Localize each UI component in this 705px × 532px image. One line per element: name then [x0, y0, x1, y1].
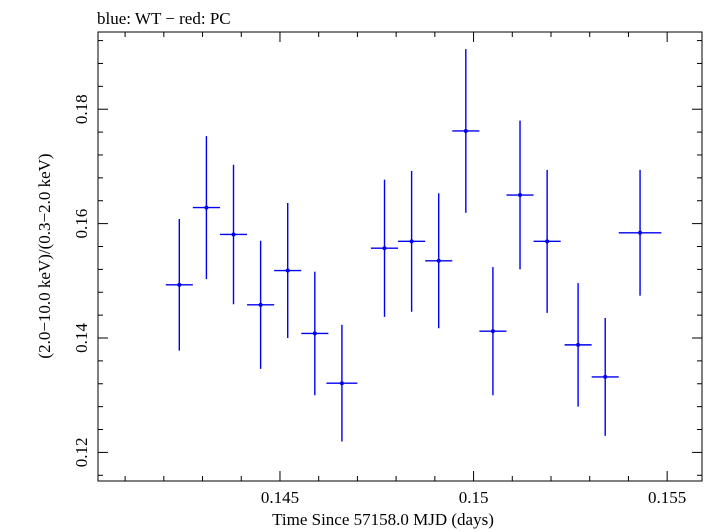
data-point: [564, 283, 592, 407]
x-tick-label: 0.155: [648, 488, 686, 507]
data-point: [192, 136, 220, 280]
point-marker: [490, 329, 495, 334]
y-tick-label: 0.16: [72, 209, 91, 239]
point-marker: [312, 331, 317, 336]
point-marker: [231, 232, 236, 237]
point-marker: [339, 381, 344, 386]
point-marker: [177, 282, 182, 287]
data-point: [506, 120, 534, 270]
chart-title: blue: WT − red: PC: [97, 9, 231, 28]
point-marker: [603, 374, 608, 379]
point-marker: [463, 128, 468, 133]
data-points: [165, 49, 662, 442]
x-axis-label: Time Since 57158.0 MJD (days): [272, 510, 494, 529]
data-point: [479, 267, 507, 396]
data-point: [591, 317, 619, 436]
data-point: [452, 49, 480, 213]
point-marker: [545, 239, 550, 244]
data-point: [398, 170, 426, 312]
y-tick-label: 0.18: [72, 94, 91, 124]
y-tick-label: 0.14: [72, 323, 91, 353]
point-marker: [258, 302, 263, 307]
point-marker: [204, 205, 209, 210]
point-marker: [285, 268, 290, 273]
point-marker: [518, 193, 523, 198]
x-tick-label: 0.15: [459, 488, 489, 507]
axis-ticks: [98, 32, 702, 481]
plot-frame: [97, 31, 703, 482]
data-point: [533, 169, 561, 313]
data-point: [326, 324, 358, 442]
point-marker: [436, 258, 441, 263]
y-tick-label: 0.12: [72, 438, 91, 468]
data-point: [618, 169, 662, 296]
data-point: [301, 271, 329, 396]
point-marker: [638, 230, 643, 235]
data-point: [274, 203, 302, 339]
data-point: [219, 164, 248, 305]
point-marker: [576, 342, 581, 347]
data-point: [425, 193, 453, 329]
data-point: [370, 179, 399, 317]
y-axis-label: (2.0−10.0 keV)/(0.3−2.0 keV): [35, 153, 54, 358]
x-tick-label: 0.145: [261, 488, 299, 507]
data-point: [247, 240, 275, 369]
point-marker: [409, 239, 414, 244]
point-marker: [382, 246, 387, 251]
tick-labels: 0.145 0.15 0.155 0.12 0.14 0.16 0.18: [72, 94, 686, 507]
data-point: [165, 219, 193, 351]
